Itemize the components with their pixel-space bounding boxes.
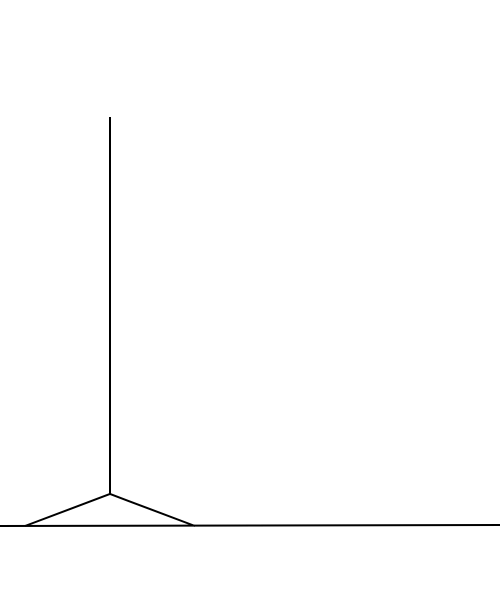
triangular-base	[24, 492, 196, 527]
baseline	[0, 524, 500, 527]
